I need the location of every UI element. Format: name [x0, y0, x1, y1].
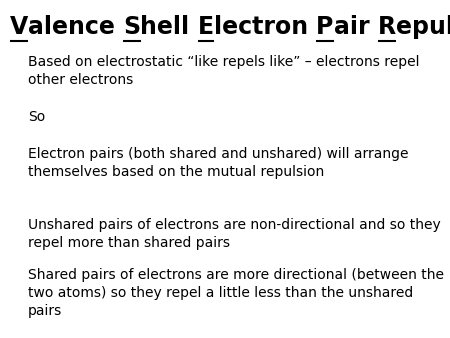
Text: So: So: [28, 110, 45, 124]
Text: epulsion Theory: epulsion Theory: [396, 15, 450, 39]
Text: lectron: lectron: [214, 15, 316, 39]
Text: P: P: [316, 15, 334, 39]
Text: V: V: [10, 15, 28, 39]
Text: Unshared pairs of electrons are non-directional and so they
repel more than shar: Unshared pairs of electrons are non-dire…: [28, 218, 441, 250]
Text: S: S: [123, 15, 140, 39]
Text: Based on electrostatic “like repels like” – electrons repel
other electrons: Based on electrostatic “like repels like…: [28, 55, 419, 87]
Text: alence: alence: [28, 15, 123, 39]
Text: hell: hell: [140, 15, 198, 39]
Text: R: R: [378, 15, 396, 39]
Text: E: E: [198, 15, 214, 39]
Text: Electron pairs (both shared and unshared) will arrange
themselves based on the m: Electron pairs (both shared and unshared…: [28, 147, 409, 179]
Text: Shared pairs of electrons are more directional (between the
two atoms) so they r: Shared pairs of electrons are more direc…: [28, 268, 444, 318]
Text: air: air: [334, 15, 378, 39]
